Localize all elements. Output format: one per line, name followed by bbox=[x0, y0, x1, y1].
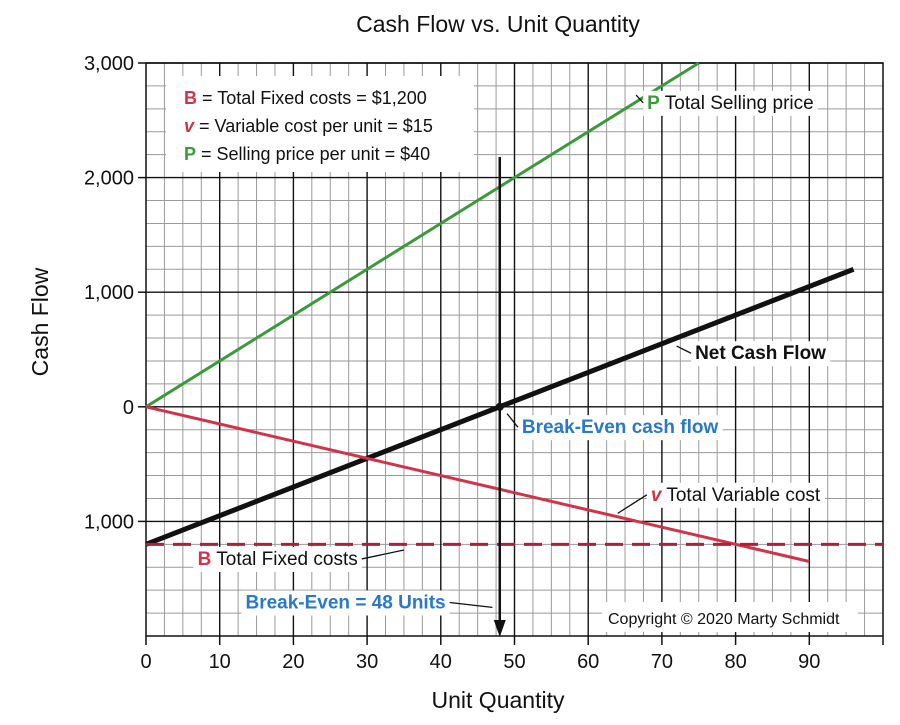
x-axis-label: Unit Quantity bbox=[432, 687, 565, 713]
y-axis-ticks: 3,000 2,000 1,000 0 1,000 bbox=[84, 53, 146, 533]
legend-label: = Total Fixed costs = $1,200 bbox=[197, 88, 427, 108]
y-tick-label: 1,000 bbox=[84, 282, 134, 304]
annotation-leader bbox=[617, 494, 648, 514]
annotation-text: Total Selling price bbox=[660, 93, 814, 114]
legend-symbol: P bbox=[184, 144, 196, 164]
annotation-background bbox=[643, 90, 818, 116]
x-tick-label: 70 bbox=[651, 651, 673, 673]
x-tick-label: 40 bbox=[430, 651, 452, 673]
legend-symbol: v bbox=[184, 116, 195, 136]
annotation-label: v Total Variable cost bbox=[651, 485, 821, 506]
x-tick-label: 30 bbox=[356, 651, 378, 673]
x-tick-label: 20 bbox=[282, 651, 304, 673]
y-tick-label: 0 bbox=[123, 397, 134, 419]
annotation-text: Total Fixed costs bbox=[211, 549, 357, 570]
legend-entry: B = Total Fixed costs = $1,200 bbox=[184, 88, 427, 108]
annotation-background bbox=[691, 341, 831, 367]
annotation-leader bbox=[506, 413, 519, 428]
y-tick-label: 2,000 bbox=[84, 168, 134, 190]
annotation-text: Break-Even cash flow bbox=[522, 417, 719, 438]
legend-label: = Variable cost per unit = $15 bbox=[194, 116, 433, 136]
x-tick-label: 50 bbox=[503, 651, 525, 673]
annotation-leader bbox=[361, 549, 405, 560]
legend-symbol: B bbox=[184, 88, 197, 108]
x-tick-label: 10 bbox=[209, 651, 231, 673]
annotation-background bbox=[646, 482, 825, 508]
break-even-marker bbox=[493, 157, 506, 637]
copyright: Copyright © 2020 Marty Schmidt bbox=[608, 611, 840, 628]
annotation-text: Break-Even = 48 Units bbox=[245, 592, 445, 613]
annotation-label: Break-Even cash flow bbox=[522, 417, 719, 438]
annotation-label: Break-Even = 48 Units bbox=[245, 592, 445, 613]
break-even-arrow-head bbox=[493, 620, 506, 637]
legend-entry: v = Variable cost per unit = $15 bbox=[184, 116, 433, 136]
chart-title: Cash Flow vs. Unit Quantity bbox=[356, 11, 640, 37]
x-tick-label: 90 bbox=[798, 651, 820, 673]
annotation-text: Total Variable cost bbox=[661, 485, 820, 506]
annotation-text: Net Cash Flow bbox=[695, 343, 826, 364]
x-axis-ticks: 0 10 20 30 40 50 60 70 80 90 bbox=[140, 636, 884, 673]
x-tick-label: 60 bbox=[577, 651, 599, 673]
annotations: P Total Selling price Net Cash Flow Break-… bbox=[193, 90, 831, 616]
annotation-background bbox=[517, 415, 723, 441]
series-line bbox=[145, 405, 810, 563]
x-tick-label: 0 bbox=[140, 651, 151, 673]
copyright-background bbox=[602, 602, 858, 632]
break-even-point bbox=[495, 402, 504, 411]
annotation-background bbox=[193, 546, 362, 572]
annotation-label: P Total Selling price bbox=[647, 93, 814, 114]
annotation-background bbox=[241, 590, 450, 616]
annotation-label: B Total Fixed costs bbox=[198, 549, 358, 570]
x-tick-label: 80 bbox=[724, 651, 746, 673]
y-tick-label: 3,000 bbox=[84, 53, 134, 75]
annotation-leader bbox=[635, 94, 644, 104]
series-line bbox=[145, 61, 700, 409]
legend-entry: P = Selling price per unit = $40 bbox=[184, 144, 430, 164]
annotation-symbol: B bbox=[198, 549, 212, 570]
annotation-leader bbox=[449, 601, 493, 608]
legend-label: = Selling price per unit = $40 bbox=[196, 144, 430, 164]
annotation-symbol: v bbox=[651, 485, 663, 506]
y-axis-label: Cash Flow bbox=[27, 267, 53, 376]
annotation-leader bbox=[676, 345, 692, 354]
legend-background bbox=[166, 76, 474, 172]
annotation-label: Net Cash Flow bbox=[695, 343, 826, 364]
annotation-symbol: P bbox=[647, 93, 660, 114]
y-tick-label: 1,000 bbox=[84, 511, 134, 533]
